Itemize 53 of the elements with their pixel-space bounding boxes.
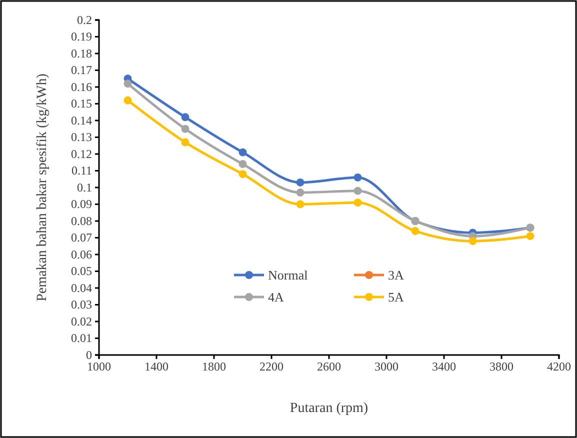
y-tick-label: 0.08 [71,214,92,228]
y-tick-label: 0.01 [71,331,92,346]
y-tick-label: 0.16 [71,80,92,94]
point [238,170,247,178]
point [124,96,132,104]
point [124,80,132,88]
point [468,237,477,246]
point [181,138,190,146]
x-tick-label: 1000 [87,360,111,374]
y-axis-title: Pemakan bahan bakar spesifik (kg/kWh) [35,73,50,302]
point [354,186,362,195]
legend-label: 4A [268,290,284,305]
y-tick-label: 0.19 [71,30,92,44]
x-tick-label: 1400 [144,360,168,374]
y-tick-label: 0.09 [71,197,92,212]
point [296,200,304,208]
legend-label: 5A [388,290,404,305]
point [181,124,190,133]
point [354,173,362,182]
point [411,227,420,236]
y-tick-label: 0.15 [71,96,92,111]
y-tick-label: 0.05 [71,264,92,278]
point [181,113,190,122]
point [238,160,247,168]
legend-label: 3A [388,268,404,283]
x-tick-label: 1800 [202,360,226,374]
y-tick-label: 0.13 [71,130,92,144]
x-tick-label: 3800 [490,360,514,374]
x-tick-label: 3000 [374,360,398,374]
y-tick-label: 0.12 [71,146,92,161]
y-tick-label: 0.02 [71,314,92,328]
y-tick-label: 0.07 [71,230,92,245]
y-tick-label: 0.1 [77,180,92,194]
x-tick-label: 4200 [547,360,571,374]
y-tick-label: 0.11 [71,164,92,178]
y-tick-label: 0 [86,348,92,362]
y-tick-label: 0.06 [71,247,92,262]
y-tick-label: 0.2 [77,12,92,27]
legend-label: Normal [268,268,308,283]
x-tick-label: 3400 [432,360,456,374]
point [526,232,534,240]
x-tick-label: 2600 [317,360,341,374]
y-tick-label: 0.18 [71,46,92,60]
y-tick-label: 0.04 [71,280,92,295]
y-tick-label: 0.14 [71,113,92,128]
point [238,148,247,156]
x-axis-title: Putaran (rpm) [290,401,368,416]
y-tick-label: 0.03 [71,298,92,312]
point [296,178,304,186]
y-tick-label: 0.17 [71,63,92,78]
x-tick-label: 2200 [260,360,284,374]
point [296,188,304,197]
point [354,198,362,207]
